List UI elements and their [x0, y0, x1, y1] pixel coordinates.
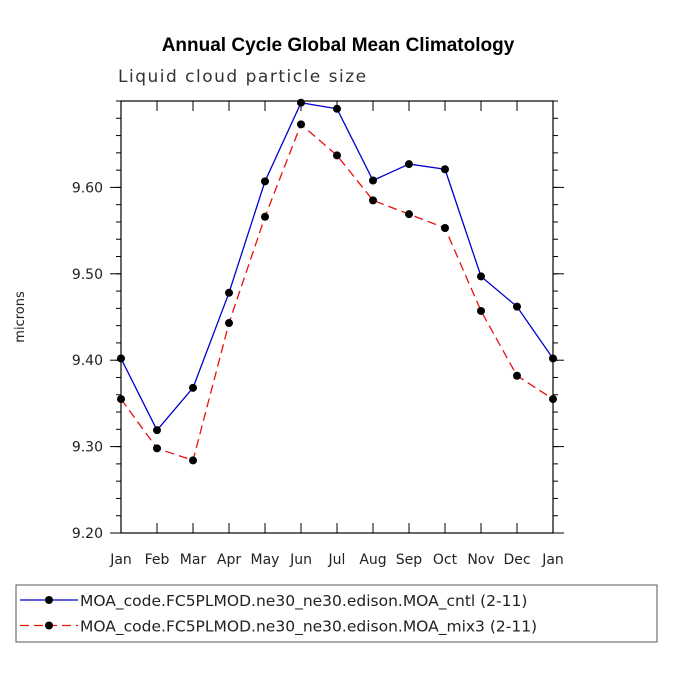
legend-entry-1: MOA_code.FC5PLMOD.ne30_ne30.edison.MOA_c…	[80, 592, 527, 611]
series-2-point	[153, 444, 161, 453]
series-1-point	[477, 272, 485, 281]
x-tick-label: Jul	[328, 552, 346, 568]
chart-subtitle: Liquid cloud particle size	[118, 67, 368, 87]
x-tick-label: Jun	[289, 552, 312, 568]
series-2-point	[405, 210, 413, 219]
series-2-point	[117, 395, 125, 404]
plot-frame	[120, 100, 554, 534]
series-2-point	[189, 456, 197, 465]
x-tick-label: Jan	[109, 552, 132, 568]
series-line-2	[120, 123, 554, 462]
series-1-point	[297, 98, 305, 107]
series-1-point	[405, 160, 413, 169]
legend-entry-2: MOA_code.FC5PLMOD.ne30_ne30.edison.MOA_m…	[80, 618, 537, 637]
x-tick-label: Jan	[541, 552, 564, 568]
y-tick-label: 9.60	[72, 180, 103, 196]
legend: MOA_code.FC5PLMOD.ne30_ne30.edison.MOA_c…	[15, 584, 658, 643]
chart-title: Annual Cycle Global Mean Climatology	[162, 35, 515, 56]
x-tick-label: Mar	[180, 552, 207, 568]
y-tick-label: 9.30	[72, 440, 103, 456]
series-1-point	[189, 383, 197, 392]
series-1-point	[261, 177, 269, 186]
series-2-point	[477, 306, 485, 315]
series-1-point	[225, 288, 233, 297]
x-tick-label: Dec	[503, 552, 530, 568]
series-1-point	[441, 165, 449, 174]
series-2-point	[549, 395, 557, 404]
y-tick-label: 9.40	[72, 353, 103, 369]
plot-area: Jan Feb Mar Apr May Jun Jul Aug Sep Oct Nov Dec Jan 9…	[72, 98, 564, 568]
x-tick-label: May	[251, 552, 280, 568]
legend-marker-2	[45, 621, 53, 630]
y-tick-label: 9.50	[72, 267, 103, 283]
y-tick-label: 9.20	[72, 526, 103, 542]
series-1-point	[549, 354, 557, 363]
legend-marker-1	[45, 596, 53, 604]
y-axis-label: microns	[13, 291, 28, 343]
series-2-point	[297, 120, 305, 129]
series-1-point	[117, 354, 125, 363]
series-2-point	[333, 151, 341, 160]
x-tick-label: Sep	[396, 552, 423, 568]
x-tick-label: Oct	[433, 552, 458, 568]
legend-box	[15, 584, 658, 643]
series-1-point	[333, 104, 341, 113]
series-2-point	[369, 196, 377, 205]
x-tick-label: Nov	[467, 552, 494, 568]
series-2-point	[441, 224, 449, 233]
x-tick-label: Aug	[359, 552, 386, 568]
series-1-point	[369, 176, 377, 185]
series-1-point	[153, 426, 161, 435]
x-tick-label: Feb	[145, 552, 170, 568]
series-2-point	[261, 212, 269, 221]
x-tick-label: Apr	[217, 552, 241, 568]
series-2-point	[513, 371, 521, 380]
series-1-point	[513, 302, 521, 311]
series-2-point	[225, 319, 233, 328]
